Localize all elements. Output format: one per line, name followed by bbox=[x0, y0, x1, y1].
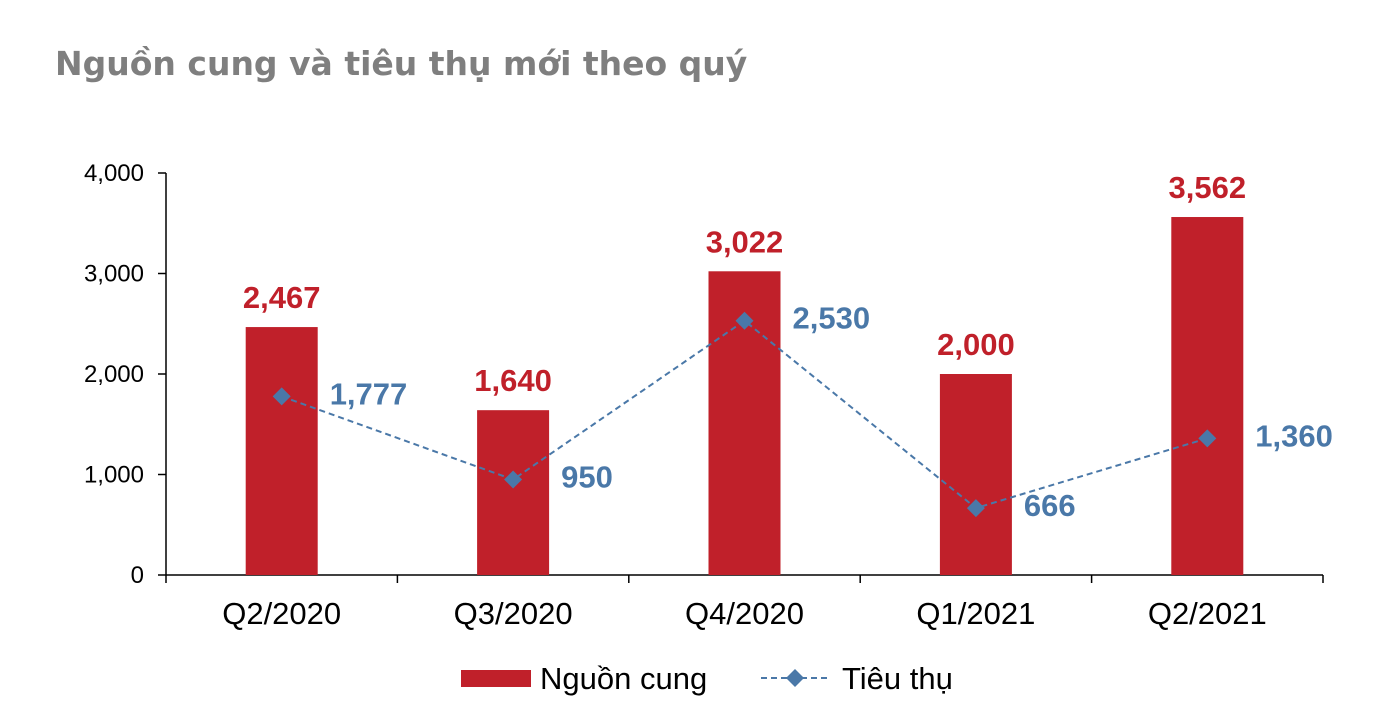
bar bbox=[245, 327, 318, 575]
line-series bbox=[272, 311, 1217, 518]
legend: Nguồn cung Tiêu thụ bbox=[461, 661, 953, 696]
y-tick-label: 2,000 bbox=[84, 361, 144, 388]
line-marker bbox=[504, 470, 523, 489]
legend-label: Nguồn cung bbox=[540, 661, 707, 696]
data-labels: 2,467 1,640 3,022 2,000 3,562 1,777 950 2,530 66… bbox=[243, 170, 1333, 523]
line-value-label: 1,360 bbox=[1255, 418, 1333, 453]
x-category-label: Q4/2020 bbox=[685, 596, 804, 631]
y-tick-label: 3,000 bbox=[84, 261, 144, 288]
x-category-label: Q2/2021 bbox=[1148, 596, 1267, 631]
line-marker bbox=[966, 499, 985, 518]
bar bbox=[477, 410, 550, 575]
line-path bbox=[281, 319, 1208, 510]
bar-value-label: 2,467 bbox=[243, 280, 321, 315]
chart-title: Nguồn cung và tiêu thụ mới theo quý bbox=[55, 44, 748, 83]
line-value-label: 950 bbox=[561, 460, 613, 495]
bar-value-label: 2,000 bbox=[937, 327, 1015, 362]
line-value-label: 1,777 bbox=[330, 376, 408, 411]
legend-marker bbox=[786, 669, 804, 687]
y-tick-label: 4,000 bbox=[84, 160, 144, 187]
x-category-label: Q1/2021 bbox=[916, 596, 1035, 631]
line-marker bbox=[272, 387, 291, 406]
legend-swatch-bars bbox=[461, 670, 531, 687]
y-tick-label: 0 bbox=[131, 562, 144, 589]
line-marker bbox=[1198, 429, 1217, 448]
y-tick-label: 1,000 bbox=[84, 462, 144, 489]
legend-label: Tiêu thụ bbox=[842, 661, 953, 696]
bar bbox=[1171, 217, 1244, 576]
bars bbox=[245, 217, 1244, 576]
line-value-label: 666 bbox=[1024, 488, 1076, 523]
axes: 0 1,000 2,000 3,000 4,000 Q2/2020 Q3/2020 Q4/20… bbox=[84, 160, 1324, 631]
line-marker bbox=[735, 311, 754, 330]
bar-value-label: 3,562 bbox=[1169, 170, 1247, 205]
bar-value-label: 1,640 bbox=[474, 363, 552, 398]
bar bbox=[939, 374, 1012, 575]
x-category-label: Q2/2020 bbox=[222, 596, 341, 631]
bar-value-label: 3,022 bbox=[706, 224, 784, 259]
line-value-label: 2,530 bbox=[793, 301, 871, 336]
x-category-label: Q3/2020 bbox=[454, 596, 573, 631]
